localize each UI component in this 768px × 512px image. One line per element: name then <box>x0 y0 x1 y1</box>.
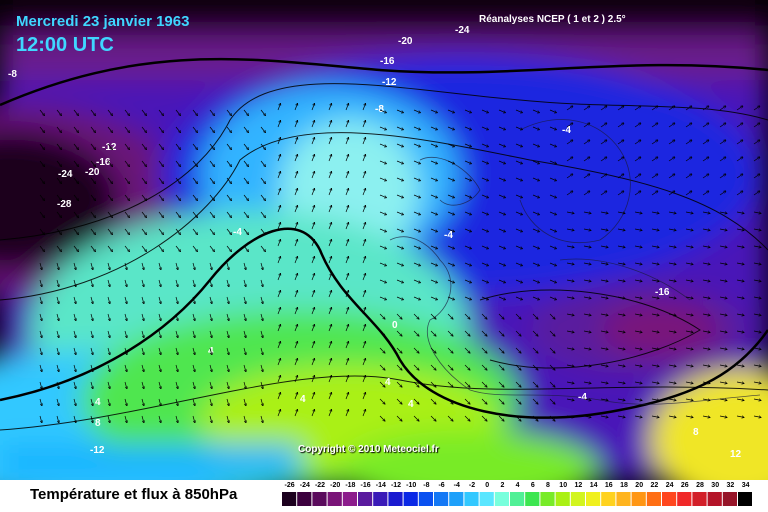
scale-tick-label: -22 <box>315 482 325 489</box>
isotherm-label: -16 <box>655 287 670 298</box>
scale-tick-label: 24 <box>666 482 674 489</box>
scale-swatch <box>479 492 494 506</box>
isotherm-label: 8 <box>693 427 699 438</box>
scale-tick-label: 20 <box>635 482 643 489</box>
isotherm-label: -4 <box>444 230 453 241</box>
color-scale: -26 -24 -22 -20 -18 -16 -14 -12 -10 -8 -6 -4 -2 0 2 4 6 8… <box>282 482 752 506</box>
scale-swatch <box>297 492 312 506</box>
data-source: Réanalyses NCEP ( 1 et 2 ) 2.5° <box>479 14 626 25</box>
scale-tick-label: -20 <box>330 482 340 489</box>
isotherm-label: -8 <box>375 104 384 115</box>
isotherm-label: -16 <box>96 157 111 168</box>
isotherm-label: -12 <box>382 77 397 88</box>
scale-tick-label: -24 <box>300 482 310 489</box>
isotherm-label: -12 <box>102 142 117 153</box>
scale-swatch <box>586 492 601 506</box>
scale-tick-label: -26 <box>285 482 295 489</box>
scale-tick-label: 2 <box>500 482 504 489</box>
scale-swatch <box>646 492 661 506</box>
scale-tick-label: -6 <box>438 482 444 489</box>
scale-swatch <box>282 492 297 506</box>
scale-tick-label: 28 <box>696 482 704 489</box>
scale-swatch <box>692 492 707 506</box>
isotherm-label: 12 <box>730 449 742 460</box>
temperature-map: -24-20-16-12-8-8-4-12-16-20-24-28-4 -4-16… <box>0 0 768 480</box>
isotherm-label: 4 <box>95 397 101 408</box>
isotherm-label: -20 <box>398 36 413 47</box>
scale-tick-label: 4 <box>516 482 520 489</box>
scale-tick-label: -18 <box>345 482 355 489</box>
scale-swatch <box>631 492 646 506</box>
scale-tick-label: -4 <box>454 482 460 489</box>
scale-swatch <box>418 492 433 506</box>
isotherm-label: -4 <box>233 227 242 238</box>
isotherm-label: -20 <box>85 167 100 178</box>
scale-swatch <box>494 492 509 506</box>
scale-tick-label: 0 <box>485 482 489 489</box>
scale-swatch <box>358 492 373 506</box>
scale-tick-label: -2 <box>469 482 475 489</box>
scale-swatch <box>342 492 357 506</box>
legend-title: Température et flux à 850hPa <box>30 486 238 503</box>
scale-swatch <box>570 492 585 506</box>
isotherm-label: -24 <box>58 169 73 180</box>
scale-tick-label: 26 <box>681 482 689 489</box>
scale-tick-label: -14 <box>376 482 386 489</box>
scale-swatch <box>464 492 479 506</box>
scale-tick-label: -12 <box>391 482 401 489</box>
isotherm-label: -8 <box>8 69 17 80</box>
scale-swatch <box>388 492 403 506</box>
scale-tick-label: 16 <box>605 482 613 489</box>
scale-swatch <box>722 492 737 506</box>
wind-arrows <box>39 104 761 423</box>
scale-tick-label: 12 <box>575 482 583 489</box>
isotherm-label: -4 <box>578 392 587 403</box>
scale-swatch <box>434 492 449 506</box>
isotherm-label: 0 <box>392 320 398 331</box>
isotherm-label: -16 <box>380 56 395 67</box>
scale-tick-label: 8 <box>546 482 550 489</box>
scale-swatch <box>403 492 418 506</box>
isotherm-label: 8 <box>95 418 101 429</box>
scale-swatch <box>540 492 555 506</box>
scale-swatch <box>525 492 540 506</box>
scale-tick-label: 14 <box>590 482 598 489</box>
scale-tick-label: 34 <box>742 482 750 489</box>
chart-time: 12:00 UTC <box>16 34 114 56</box>
isotherm-label: -12 <box>90 445 105 456</box>
scale-swatch <box>707 492 722 506</box>
isotherm-label: -4 <box>562 125 571 136</box>
scale-swatch <box>373 492 388 506</box>
scale-tick-label: 10 <box>559 482 567 489</box>
scale-swatch <box>662 492 677 506</box>
scale-swatch <box>510 492 525 506</box>
scale-swatch <box>616 492 631 506</box>
scale-swatch <box>449 492 464 506</box>
scale-tick-label: 22 <box>651 482 659 489</box>
scale-tick-label: 6 <box>531 482 535 489</box>
isotherm-label: 4 <box>408 399 414 410</box>
isotherm-label: -28 <box>57 199 72 210</box>
scale-tick-label: 18 <box>620 482 628 489</box>
scale-tick-label: -10 <box>406 482 416 489</box>
scale-swatch <box>327 492 342 506</box>
isotherm-label: 4 <box>385 377 391 388</box>
scale-tick-label: -8 <box>423 482 429 489</box>
scale-swatch <box>312 492 327 506</box>
scale-tick-label: 32 <box>727 482 735 489</box>
scale-swatch <box>601 492 616 506</box>
scale-swatch <box>555 492 570 506</box>
isotherm-label: 4 <box>300 394 306 405</box>
scale-tick-label: -16 <box>361 482 371 489</box>
chart-date: Mercredi 23 janvier 1963 <box>16 13 190 30</box>
scale-tick-label: 30 <box>711 482 719 489</box>
scale-swatch <box>738 492 752 506</box>
isotherm-label: -24 <box>455 25 470 36</box>
copyright-notice: Copyright © 2010 Meteociel.fr <box>298 444 439 455</box>
scale-swatch <box>677 492 692 506</box>
